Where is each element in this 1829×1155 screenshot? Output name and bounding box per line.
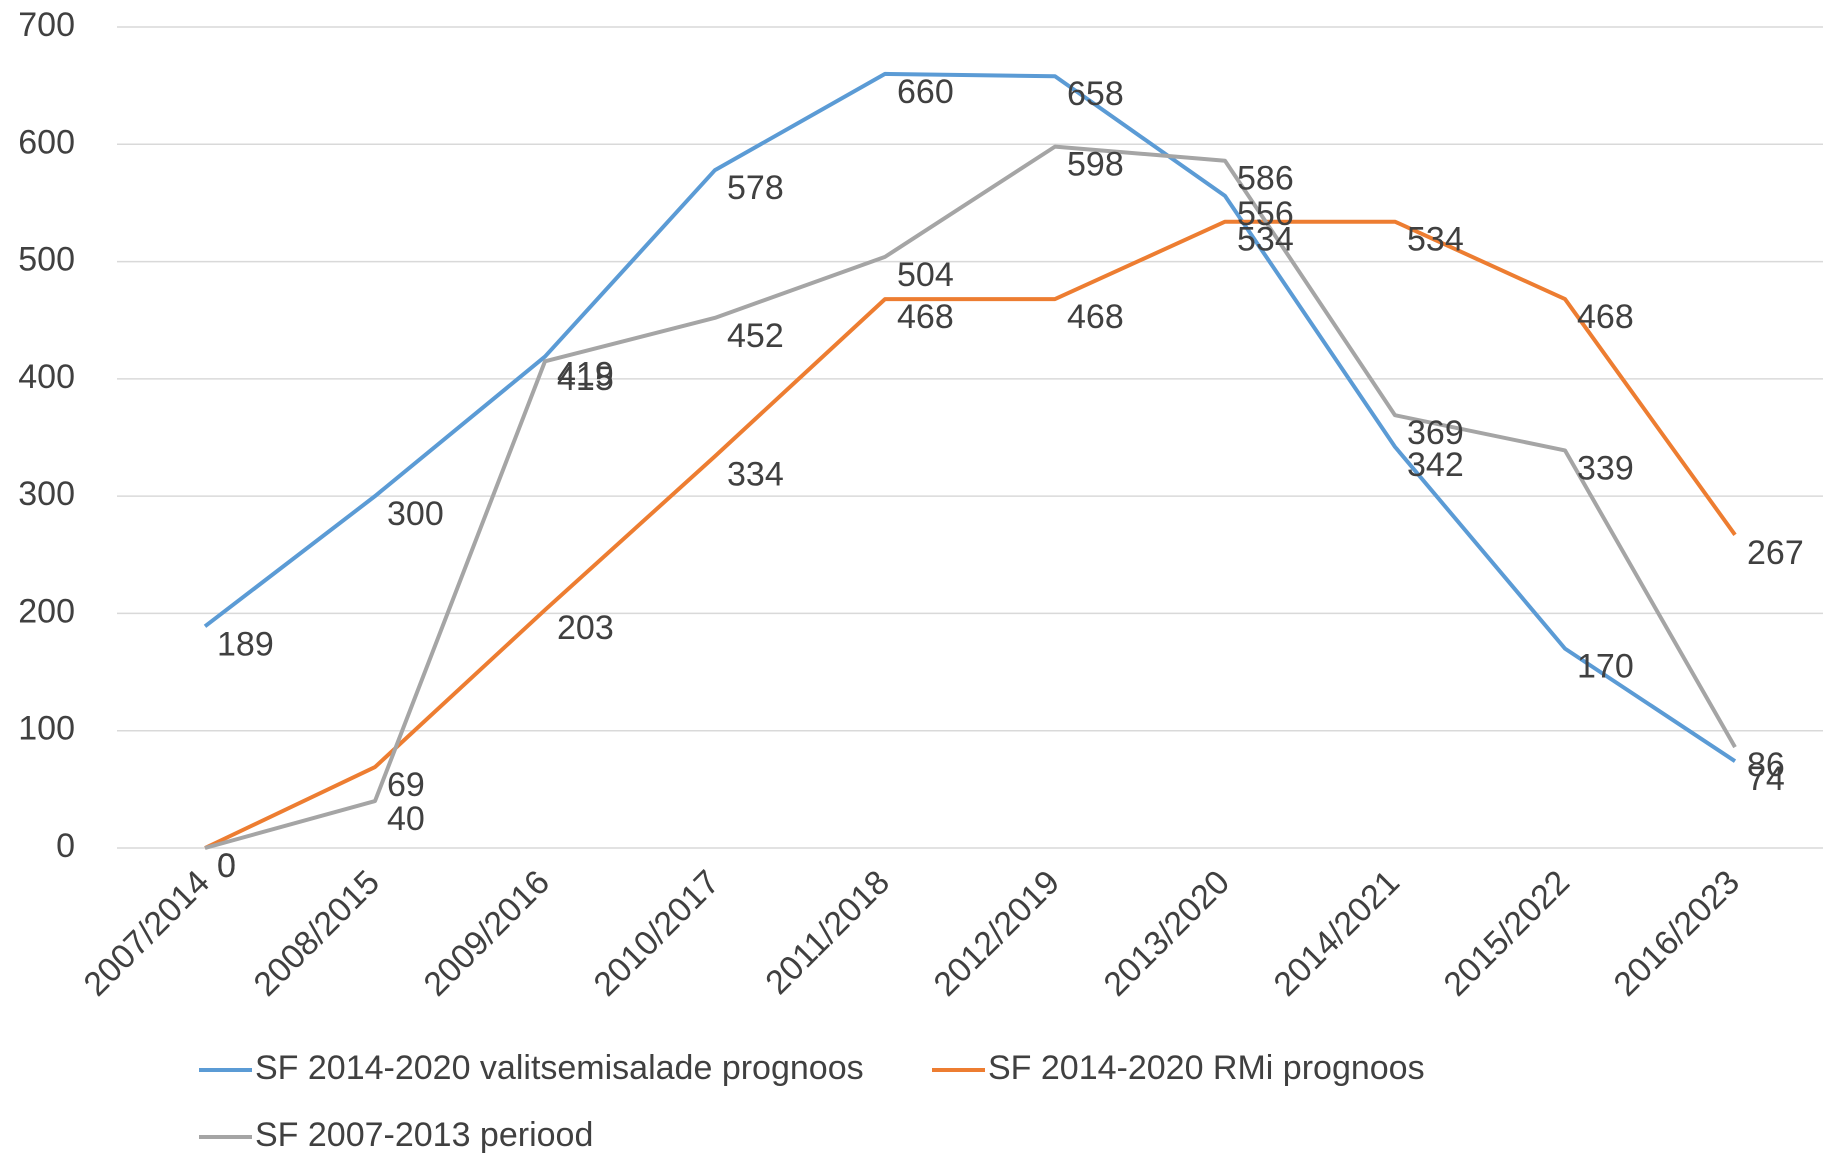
series-line (203, 71, 1737, 763)
y-tick-label: 400 (18, 358, 75, 396)
data-label: 658 (1067, 75, 1124, 113)
data-label: 586 (1237, 160, 1294, 198)
data-label: 468 (1067, 298, 1124, 336)
x-tick-label: 2011/2018 (758, 863, 897, 1002)
data-label: 504 (897, 256, 954, 294)
data-label: 342 (1407, 446, 1464, 484)
legend-label: SF 2007-2013 periood (255, 1116, 593, 1154)
data-label: 534 (1237, 221, 1294, 259)
data-label: 452 (727, 317, 784, 355)
legend-label: SF 2014-2020 RMi prognoos (988, 1049, 1425, 1087)
series-line (204, 144, 1737, 850)
x-tick-label: 2008/2015 (246, 863, 387, 1004)
data-label: 369 (1407, 414, 1464, 452)
data-label: 339 (1577, 449, 1634, 487)
x-tick-label: 2012/2019 (926, 863, 1067, 1004)
y-tick-label: 700 (18, 6, 75, 44)
data-label: 468 (897, 298, 954, 336)
data-label: 334 (727, 455, 784, 493)
x-tick-label: 2010/2017 (586, 863, 727, 1004)
data-label: 660 (897, 73, 954, 111)
series-line (204, 219, 1737, 850)
data-label: 69 (387, 766, 425, 804)
x-tick-label: 2013/2020 (1096, 863, 1237, 1004)
x-tick-label: 2015/2022 (1436, 863, 1577, 1004)
data-label: 300 (387, 495, 444, 533)
y-tick-label: 300 (18, 475, 75, 513)
data-label: 578 (727, 169, 784, 207)
data-label: 415 (557, 360, 614, 398)
data-label: 40 (387, 800, 425, 838)
data-label: 86 (1747, 746, 1785, 784)
data-label: 0 (217, 847, 236, 885)
data-label: 468 (1577, 298, 1634, 336)
legend-label: SF 2014-2020 valitsemisalade prognoos (255, 1049, 864, 1087)
data-label: 170 (1577, 648, 1634, 686)
x-tick-label: 2009/2016 (416, 863, 557, 1004)
x-tick-label: 2016/2023 (1606, 863, 1747, 1004)
data-label: 203 (557, 609, 614, 647)
data-label: 0 (217, 847, 236, 885)
data-label: 267 (1747, 534, 1804, 572)
data-label: 189 (217, 625, 274, 663)
y-tick-label: 500 (18, 241, 75, 279)
data-label: 74 (1747, 760, 1785, 798)
data-label: 556 (1237, 195, 1294, 233)
data-label: 598 (1067, 146, 1124, 184)
x-tick-label: 2007/2014 (76, 863, 217, 1004)
y-tick-label: 100 (18, 710, 75, 748)
y-tick-label: 600 (18, 123, 75, 161)
x-tick-label: 2014/2021 (1266, 863, 1407, 1004)
data-label: 419 (557, 356, 614, 394)
y-tick-label: 0 (56, 827, 75, 865)
data-label: 534 (1407, 221, 1464, 259)
y-tick-label: 200 (18, 592, 75, 630)
